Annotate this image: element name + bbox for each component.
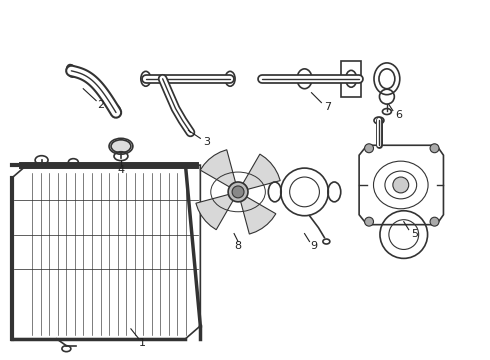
Text: 9: 9 bbox=[310, 242, 317, 252]
Text: 3: 3 bbox=[203, 137, 210, 147]
Text: 2: 2 bbox=[98, 100, 105, 109]
Polygon shape bbox=[243, 154, 280, 189]
Circle shape bbox=[232, 186, 244, 198]
Circle shape bbox=[430, 144, 439, 153]
Text: 4: 4 bbox=[118, 165, 124, 175]
Polygon shape bbox=[241, 197, 276, 234]
Circle shape bbox=[228, 182, 248, 202]
Text: 7: 7 bbox=[324, 102, 331, 112]
Circle shape bbox=[365, 144, 373, 153]
Ellipse shape bbox=[111, 140, 131, 153]
Text: 8: 8 bbox=[235, 242, 242, 252]
Polygon shape bbox=[341, 61, 361, 96]
Text: 1: 1 bbox=[139, 338, 147, 348]
Polygon shape bbox=[12, 165, 200, 339]
Circle shape bbox=[430, 217, 439, 226]
Text: 5: 5 bbox=[411, 229, 418, 239]
Polygon shape bbox=[200, 150, 236, 187]
Polygon shape bbox=[359, 145, 443, 225]
Text: 6: 6 bbox=[395, 109, 402, 120]
Polygon shape bbox=[196, 194, 233, 230]
Circle shape bbox=[365, 217, 373, 226]
Circle shape bbox=[393, 177, 409, 193]
